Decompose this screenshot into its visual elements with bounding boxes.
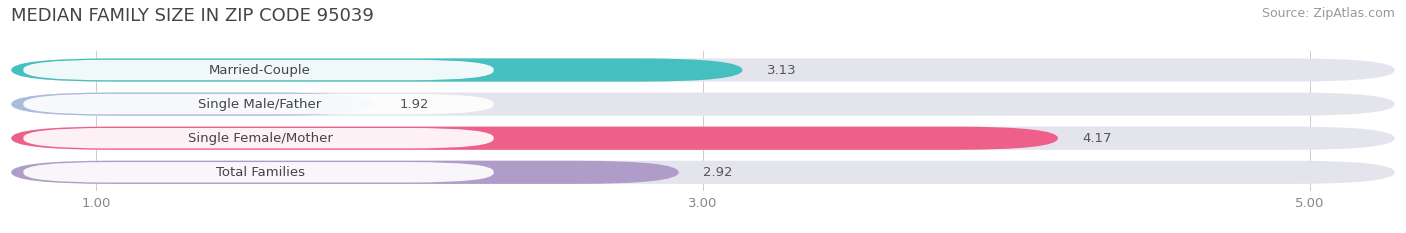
Text: 3.13: 3.13 (766, 64, 796, 76)
FancyBboxPatch shape (11, 58, 742, 82)
FancyBboxPatch shape (11, 127, 1057, 150)
Text: MEDIAN FAMILY SIZE IN ZIP CODE 95039: MEDIAN FAMILY SIZE IN ZIP CODE 95039 (11, 7, 374, 25)
Text: 4.17: 4.17 (1083, 132, 1112, 145)
Text: 2.92: 2.92 (703, 166, 733, 179)
FancyBboxPatch shape (24, 128, 494, 148)
Text: Total Families: Total Families (215, 166, 305, 179)
FancyBboxPatch shape (11, 161, 679, 184)
Text: Single Female/Mother: Single Female/Mother (187, 132, 332, 145)
Text: Source: ZipAtlas.com: Source: ZipAtlas.com (1261, 7, 1395, 20)
FancyBboxPatch shape (11, 93, 375, 116)
FancyBboxPatch shape (24, 60, 494, 80)
Text: 1.92: 1.92 (399, 98, 429, 111)
Text: Married-Couple: Married-Couple (209, 64, 311, 76)
FancyBboxPatch shape (24, 94, 494, 114)
FancyBboxPatch shape (11, 93, 1395, 116)
FancyBboxPatch shape (11, 58, 1395, 82)
Text: Single Male/Father: Single Male/Father (198, 98, 322, 111)
FancyBboxPatch shape (11, 127, 1395, 150)
FancyBboxPatch shape (11, 161, 1395, 184)
FancyBboxPatch shape (24, 162, 494, 182)
